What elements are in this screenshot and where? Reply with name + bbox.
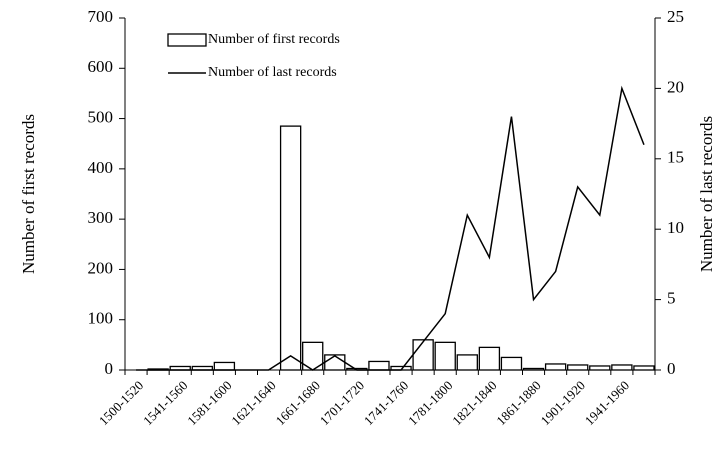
y-tick-label: 300 <box>88 208 114 227</box>
y-tick-label: 600 <box>88 57 114 76</box>
bar <box>633 365 655 371</box>
x-tick-label: 1741-1760 <box>361 378 411 428</box>
bar <box>368 360 390 371</box>
y-axis-title: Number of first records <box>19 114 38 274</box>
bar <box>567 364 589 371</box>
y-tick-label: 100 <box>88 309 114 328</box>
bar <box>589 365 611 371</box>
x-tick-label: 1941-1960 <box>582 378 632 428</box>
x-tick-label: 1661-1680 <box>272 378 322 428</box>
y2-axis-title: Number of last records <box>697 116 716 272</box>
x-tick-label: 1621-1640 <box>228 378 278 428</box>
x-tick-label: 1701-1720 <box>317 378 367 428</box>
bar <box>412 339 434 371</box>
bar <box>324 354 346 371</box>
x-tick-label: 1901-1920 <box>537 378 587 428</box>
x-tick-label: 1500-1520 <box>96 378 146 428</box>
bar <box>611 364 633 371</box>
x-tick-label: 1581-1600 <box>184 378 234 428</box>
legend-label: Number of first records <box>208 32 340 47</box>
y2-tick-label: 10 <box>667 218 684 237</box>
y-tick-label: 500 <box>88 107 114 126</box>
y2-tick-label: 0 <box>667 359 676 378</box>
bar <box>213 361 236 371</box>
y2-tick-label: 20 <box>667 77 684 96</box>
y2-tick-label: 15 <box>667 148 684 167</box>
bar <box>544 363 567 371</box>
bar <box>434 341 456 371</box>
x-tick-label: 1781-1800 <box>405 378 455 428</box>
bar <box>478 346 501 371</box>
x-tick-label: 1821-1840 <box>449 378 499 428</box>
bar <box>279 125 302 371</box>
y-tick-label: 0 <box>105 359 114 378</box>
legend-swatch <box>167 33 207 47</box>
y-tick-label: 700 <box>88 7 114 26</box>
bar <box>456 354 478 371</box>
legend-label: Number of last records <box>208 65 337 80</box>
x-tick-label: 1541-1560 <box>140 378 190 428</box>
y2-tick-label: 25 <box>667 7 684 26</box>
line <box>136 85 645 371</box>
y-tick-label: 400 <box>88 158 114 177</box>
bar <box>500 356 523 371</box>
x-tick-label: 1861-1880 <box>493 378 543 428</box>
y2-tick-label: 5 <box>667 289 676 308</box>
y-tick-label: 200 <box>88 258 114 277</box>
